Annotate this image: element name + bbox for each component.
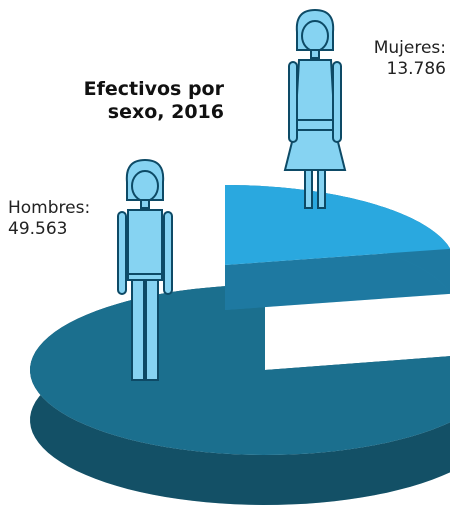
value-label: 13.786: [386, 59, 446, 79]
category-label: Mujeres:: [373, 38, 446, 58]
man-figure: [117, 158, 173, 381]
value-label: 49.563: [8, 219, 68, 239]
woman-figure: [283, 8, 347, 209]
slice-shade: [225, 248, 450, 310]
category-label: Hombres:: [8, 198, 91, 218]
chart-title: Efectivos por sexo, 2016: [83, 78, 224, 123]
pie: [30, 185, 450, 505]
pie-slice: [225, 185, 450, 265]
slice-side: [225, 248, 450, 310]
